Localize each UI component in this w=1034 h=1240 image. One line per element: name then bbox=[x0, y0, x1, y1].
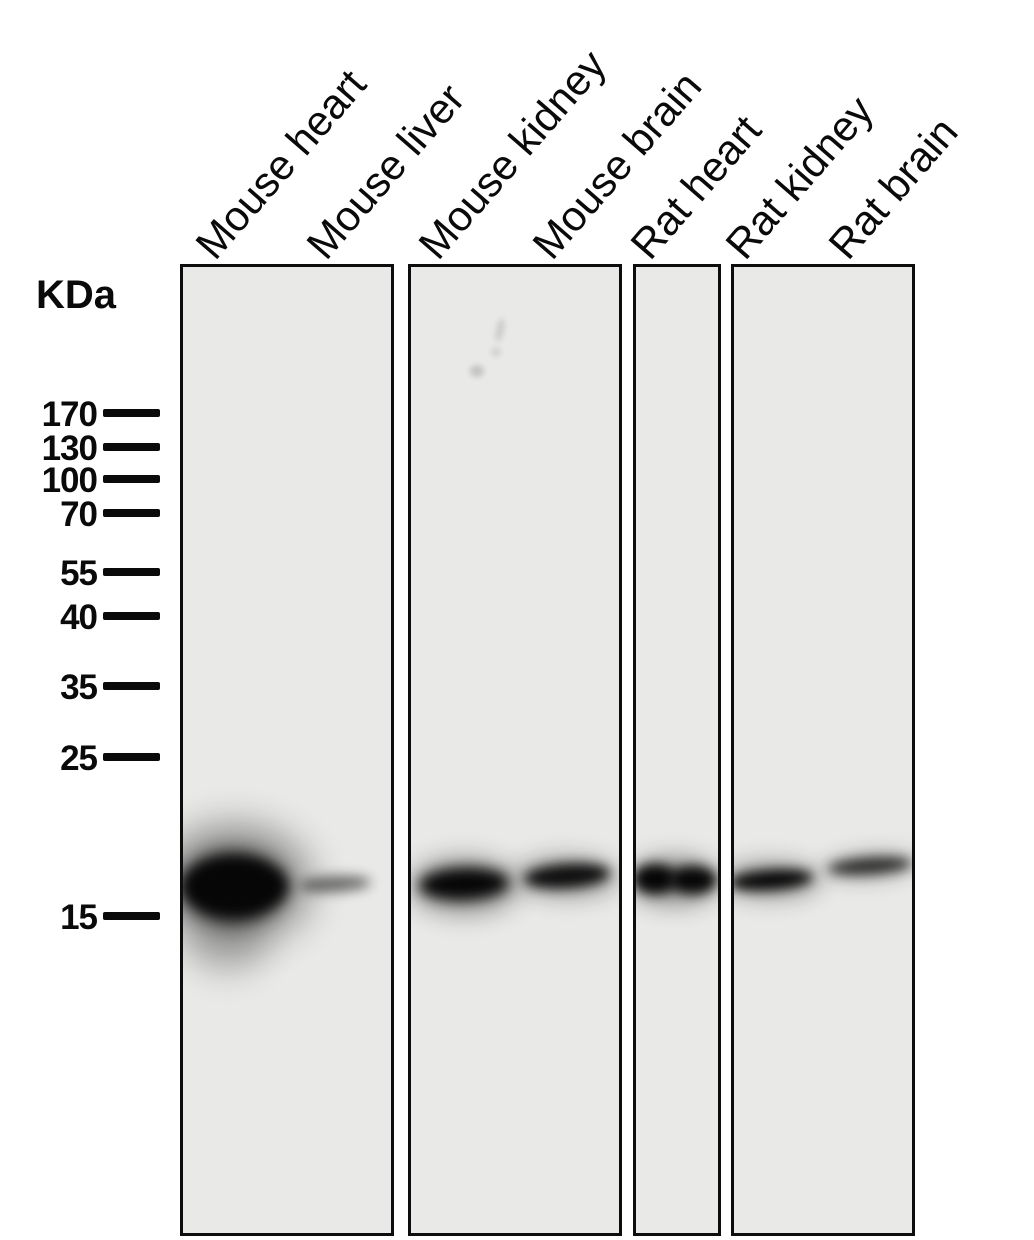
marker-label-15: 15 bbox=[60, 898, 98, 937]
marker-label-70: 70 bbox=[60, 495, 98, 534]
kda-unit-label: KDa bbox=[36, 273, 117, 317]
marker-tick-70 bbox=[103, 509, 160, 517]
marker-tick-55 bbox=[103, 568, 160, 576]
marker-tick-15 bbox=[103, 912, 160, 920]
marker-tick-170 bbox=[103, 409, 160, 417]
blot-panel-1 bbox=[180, 264, 394, 1236]
marker-label-25: 25 bbox=[60, 739, 98, 778]
marker-tick-40 bbox=[103, 612, 160, 620]
band-mouse-heart bbox=[187, 919, 267, 975]
marker-label-35: 35 bbox=[60, 668, 98, 707]
marker-label-40: 40 bbox=[60, 598, 98, 637]
band-mouse-heart bbox=[183, 858, 288, 914]
blot-panel-3 bbox=[633, 264, 721, 1236]
marker-label-130: 130 bbox=[41, 429, 98, 468]
artifact-smudge bbox=[493, 317, 507, 343]
marker-tick-100 bbox=[103, 475, 160, 483]
band-mouse-liver bbox=[298, 874, 372, 894]
blot-panel-4 bbox=[731, 264, 915, 1236]
marker-tick-35 bbox=[103, 682, 160, 690]
marker-label-55: 55 bbox=[60, 554, 98, 593]
artifact-smudge bbox=[470, 365, 484, 377]
marker-label-100: 100 bbox=[41, 461, 98, 500]
artifact-smudge bbox=[491, 347, 501, 357]
blot-panel-2 bbox=[408, 264, 622, 1236]
marker-tick-25 bbox=[103, 753, 160, 761]
band-rat-heart bbox=[669, 866, 717, 894]
marker-tick-130 bbox=[103, 443, 160, 451]
marker-label-170: 170 bbox=[41, 395, 98, 434]
